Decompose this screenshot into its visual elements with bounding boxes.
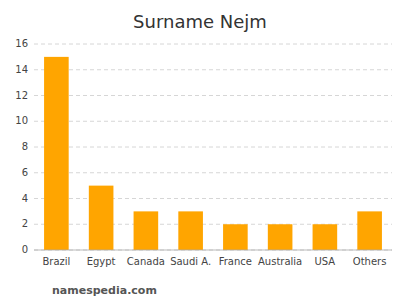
- x-tick-label: France: [219, 256, 252, 267]
- y-tick-label: 2: [22, 218, 28, 229]
- bar: [44, 57, 69, 250]
- bar: [223, 224, 248, 250]
- x-tick-label: USA: [315, 256, 336, 267]
- grid-line: [34, 198, 392, 199]
- y-tick-label: 14: [15, 64, 28, 75]
- grid-line: [34, 44, 392, 45]
- x-tick-label: Brazil: [42, 256, 70, 267]
- bar: [178, 211, 203, 250]
- grid-line: [34, 224, 392, 225]
- bar: [313, 224, 338, 250]
- grid-line: [34, 147, 392, 148]
- chart-container: Surname Nejm 0 2 4 6 8 10 12 14 16 Brazil Egypt Cana…: [0, 0, 400, 300]
- bars: [44, 57, 382, 250]
- x-tick-label: Australia: [258, 256, 302, 267]
- y-axis: 0 2 4 6 8 10 12 14 16: [15, 38, 28, 255]
- grid-line: [34, 250, 392, 251]
- title: Surname Nejm: [133, 11, 267, 32]
- y-tick-label: 4: [22, 193, 28, 204]
- y-tick-label: 6: [22, 167, 28, 178]
- x-axis-line: [34, 250, 392, 251]
- y-tick-label: 8: [22, 141, 28, 152]
- bar: [357, 211, 382, 250]
- grid-line: [34, 121, 392, 122]
- bar: [134, 211, 159, 250]
- x-axis: Brazil Egypt Canada Saudi A. France Australia…: [42, 256, 386, 267]
- x-tick-label: Egypt: [87, 256, 116, 267]
- x-tick-label: Saudi A.: [170, 256, 211, 267]
- grid-line: [34, 95, 392, 96]
- grid-line: [34, 69, 392, 70]
- y-tick-label: 16: [15, 38, 28, 49]
- y-tick-label: 10: [15, 115, 28, 126]
- footer-annotation: namespedia.com: [52, 284, 157, 297]
- x-tick-label: Canada: [127, 256, 165, 267]
- x-tick-label: Others: [353, 256, 387, 267]
- y-tick-label: 0: [22, 244, 28, 255]
- chart-svg: Surname Nejm 0 2 4 6 8 10 12 14 16 Brazil Egypt Cana…: [0, 0, 400, 300]
- grid: [34, 44, 392, 250]
- grid-line: [34, 172, 392, 173]
- bar: [89, 186, 114, 250]
- y-tick-label: 12: [15, 90, 28, 101]
- bar: [268, 224, 293, 250]
